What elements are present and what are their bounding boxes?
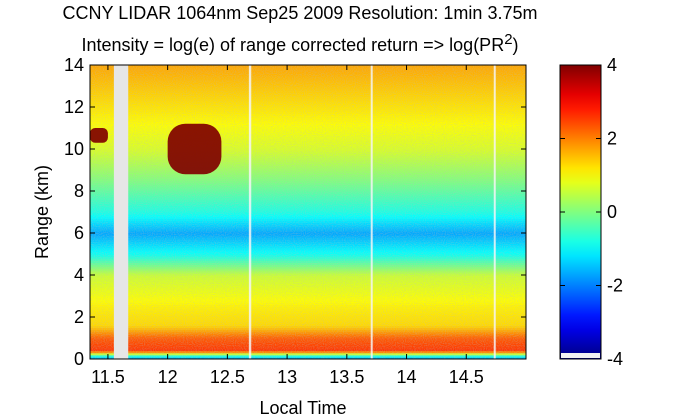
y-tick-label: 6 <box>74 223 84 243</box>
x-tick-label: 11.5 <box>91 367 125 387</box>
colorbar-tick-label: -2 <box>607 276 623 296</box>
subtitle-text: Intensity = log(e) of range corrected re… <box>81 35 505 55</box>
y-axis: 0 2 4 6 8 10 12 14 <box>64 55 526 369</box>
x-tick-label: 12.5 <box>210 367 245 387</box>
x-axis-label: Local Time <box>259 398 346 418</box>
y-tick-label: 14 <box>64 55 84 75</box>
data-gap <box>248 65 252 359</box>
x-axis: 11.5 12 12.5 13 13.5 14 14.5 <box>91 65 484 387</box>
data-gap <box>113 65 129 359</box>
colorbar-bottom-cap <box>561 353 600 358</box>
heatmap-overlays <box>90 65 496 359</box>
y-tick-label: 12 <box>64 97 84 117</box>
subtitle-close: ) <box>512 35 519 55</box>
colorbar-axis: 4 2 0 -2 -4 <box>560 55 623 369</box>
y-tick-label: 8 <box>74 181 84 201</box>
chart-title: CCNY LIDAR 1064nm Sep25 2009 Resolution:… <box>62 3 538 23</box>
x-tick-label: 13 <box>277 367 297 387</box>
cloud-layer <box>90 128 108 143</box>
heatmap-noise <box>90 65 526 359</box>
plot-frame <box>89 64 527 360</box>
colorbar-tick-label: 4 <box>607 55 617 75</box>
x-tick-label: 14 <box>397 367 417 387</box>
chart-subtitle: Intensity = log(e) of range corrected re… <box>0 29 600 56</box>
y-tick-label: 0 <box>74 349 84 369</box>
subtitle-superscript: 2 <box>504 31 513 48</box>
x-tick-label: 12 <box>158 367 178 387</box>
data-gap <box>370 65 373 359</box>
x-tick-label: 13.5 <box>329 367 364 387</box>
colorbar-tick-label: -4 <box>607 349 623 369</box>
y-tick-label: 10 <box>64 139 84 159</box>
colorbar-tick-label: 2 <box>607 129 617 149</box>
data-gap <box>493 65 496 359</box>
colorbar <box>559 64 602 360</box>
y-axis-label: Range (km) <box>32 165 52 259</box>
cloud-layer <box>167 123 222 175</box>
x-tick-label: 14.5 <box>449 367 484 387</box>
heatmap-area <box>90 65 526 359</box>
y-tick-label: 2 <box>74 307 84 327</box>
y-tick-label: 4 <box>74 265 84 285</box>
colorbar-tick-label: 0 <box>607 202 617 222</box>
